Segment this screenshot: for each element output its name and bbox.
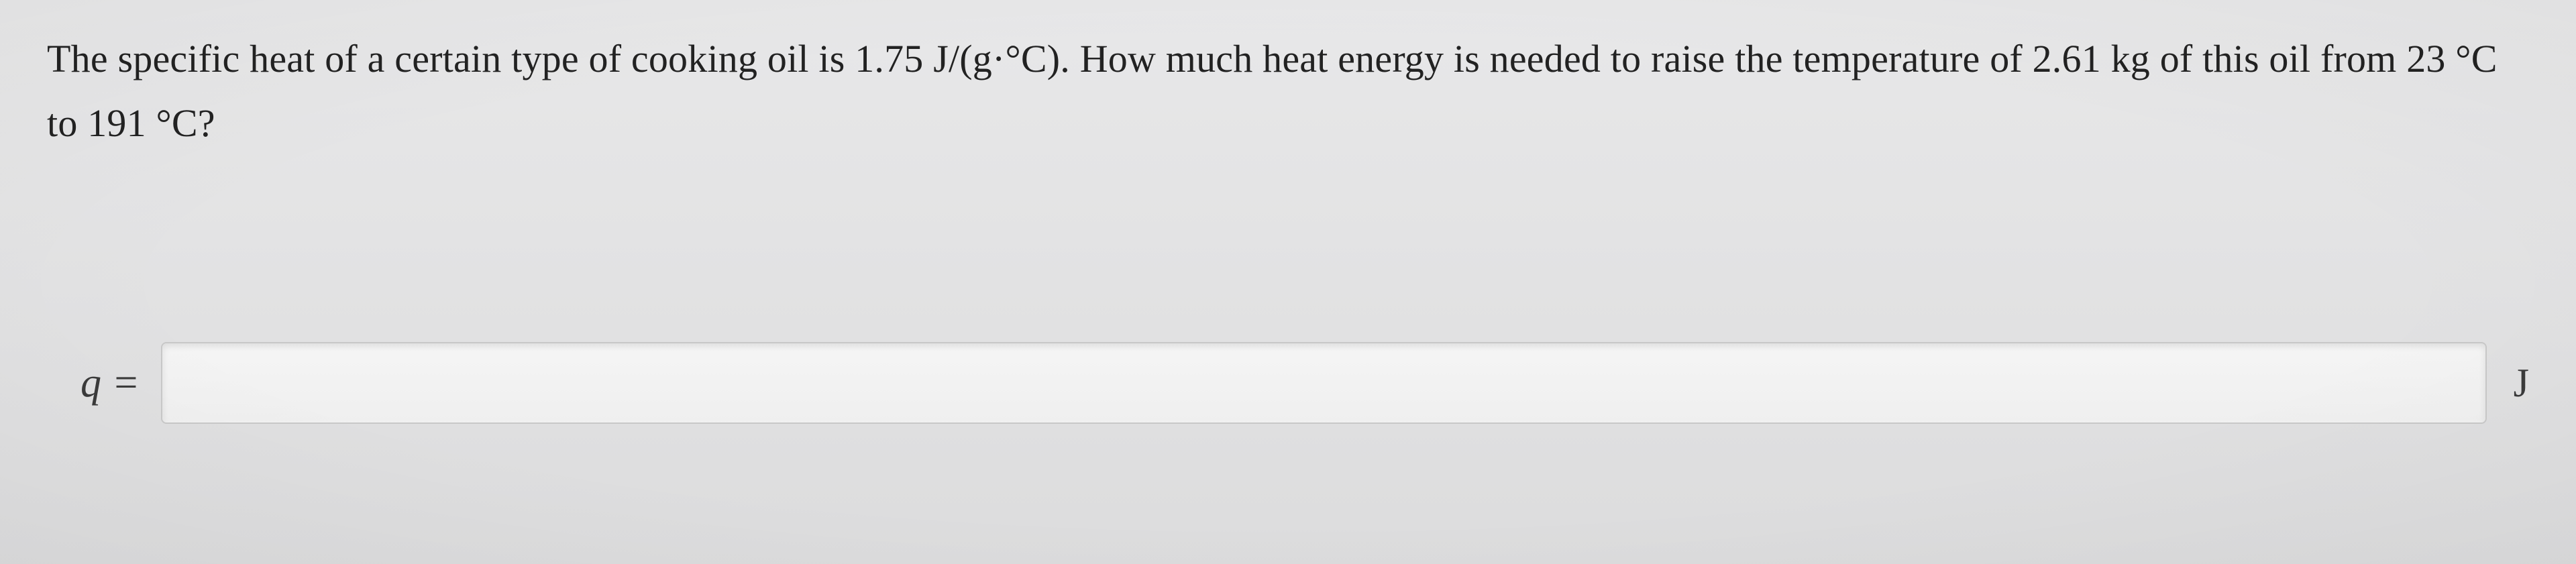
unit-label: J <box>2514 360 2529 406</box>
answer-input[interactable] <box>161 342 2486 424</box>
variable-label: q = <box>80 359 140 407</box>
variable-symbol: q = <box>80 360 140 406</box>
answer-row: q = J <box>80 342 2529 424</box>
question-text: The specific heat of a certain type of c… <box>47 27 2536 155</box>
